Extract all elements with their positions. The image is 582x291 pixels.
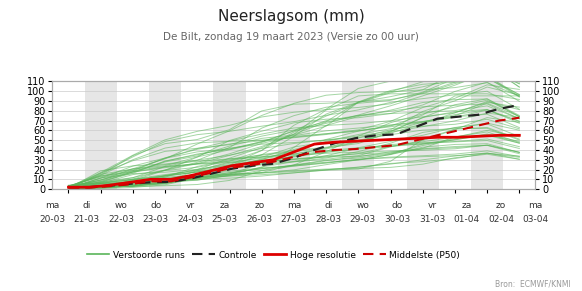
Text: Bron:  ECMWF/KNMI: Bron: ECMWF/KNMI xyxy=(495,279,570,288)
Bar xyxy=(278,81,310,189)
Bar xyxy=(471,81,503,189)
Text: 31-03: 31-03 xyxy=(419,215,445,224)
Text: vr: vr xyxy=(186,201,195,210)
Bar xyxy=(84,81,117,189)
Bar xyxy=(407,81,439,189)
Text: 30-03: 30-03 xyxy=(384,215,410,224)
Text: 23-03: 23-03 xyxy=(143,215,169,224)
Text: ma: ma xyxy=(528,201,542,210)
Text: ma: ma xyxy=(287,201,301,210)
Text: di: di xyxy=(324,201,332,210)
Text: 21-03: 21-03 xyxy=(74,215,100,224)
Text: 24-03: 24-03 xyxy=(178,215,203,224)
Legend: Verstoorde runs, Controle, Hoge resolutie, Middelste (P50): Verstoorde runs, Controle, Hoge resoluti… xyxy=(83,247,464,263)
Text: De Bilt, zondag 19 maart 2023 (Versie zo 00 uur): De Bilt, zondag 19 maart 2023 (Versie zo… xyxy=(163,32,419,42)
Text: 02-04: 02-04 xyxy=(488,215,514,224)
Text: 27-03: 27-03 xyxy=(281,215,307,224)
Text: za: za xyxy=(220,201,230,210)
Text: 22-03: 22-03 xyxy=(108,215,134,224)
Text: 26-03: 26-03 xyxy=(246,215,272,224)
Text: 03-04: 03-04 xyxy=(523,215,548,224)
Text: wo: wo xyxy=(115,201,128,210)
Text: do: do xyxy=(150,201,162,210)
Text: di: di xyxy=(83,201,91,210)
Text: ma: ma xyxy=(45,201,59,210)
Bar xyxy=(214,81,246,189)
Text: wo: wo xyxy=(357,201,370,210)
Text: zo: zo xyxy=(254,201,265,210)
Text: 29-03: 29-03 xyxy=(350,215,376,224)
Text: 28-03: 28-03 xyxy=(315,215,342,224)
Text: 01-04: 01-04 xyxy=(453,215,480,224)
Text: 20-03: 20-03 xyxy=(40,215,65,224)
Bar xyxy=(149,81,181,189)
Text: vr: vr xyxy=(427,201,436,210)
Bar xyxy=(342,81,374,189)
Text: zo: zo xyxy=(496,201,506,210)
Text: za: za xyxy=(462,201,471,210)
Text: do: do xyxy=(392,201,403,210)
Text: Neerslagsom (mm): Neerslagsom (mm) xyxy=(218,9,364,24)
Text: 25-03: 25-03 xyxy=(212,215,238,224)
